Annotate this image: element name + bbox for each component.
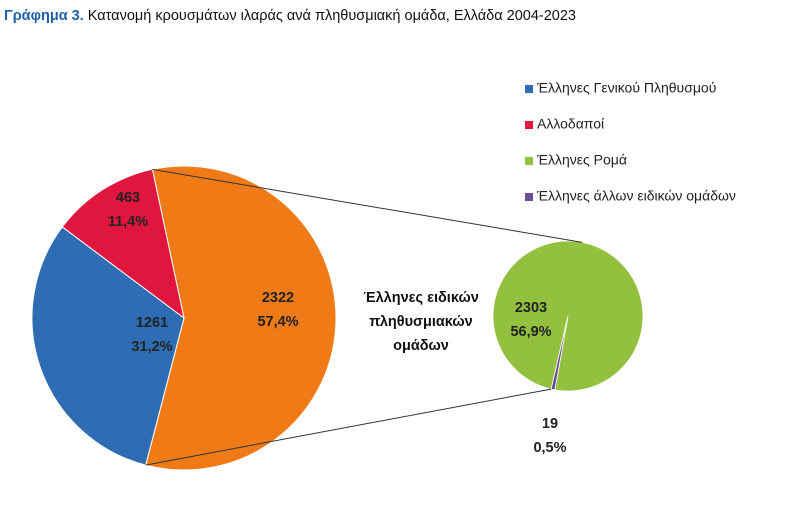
data-label: 2303: [515, 300, 547, 316]
title-prefix: Γράφημα 3.: [4, 8, 84, 24]
legend-swatch: [525, 85, 533, 93]
pie-slice: [31, 226, 185, 466]
legend-swatch: [525, 193, 533, 201]
data-label: 463: [116, 190, 140, 206]
legend-swatch: [525, 157, 533, 165]
pie-slice: [61, 168, 185, 320]
title-block: Γράφημα 3. Κατανομή κρουσμάτων ιλαράς αν…: [4, 8, 576, 24]
pie-slice: [145, 165, 337, 471]
percent-label: 57,4%: [257, 314, 298, 330]
data-label: 19: [542, 416, 558, 432]
percent-label: 56,9%: [510, 324, 551, 340]
connector-line: [152, 168, 583, 243]
percent-label: 31,2%: [131, 339, 172, 355]
legend-label: Έλληνες Ρομά: [536, 152, 627, 168]
chart-title: Κατανομή κρουσμάτων ιλαράς ανά πληθυσμια…: [87, 8, 576, 24]
percent-label: 0,5%: [533, 440, 566, 456]
percent-label: 11,4%: [108, 214, 148, 230]
legend-label: Αλλοδαποί: [537, 116, 604, 132]
legend-swatch: [525, 121, 533, 129]
legend-label: Έλληνες άλλων ειδικών ομάδων: [536, 188, 736, 204]
legend-label: Έλληνες Γενικού Πληθυσμού: [536, 80, 716, 96]
group-label: Έλληνες ειδικών πληθυσμιακών ομάδων: [363, 290, 479, 354]
connector-line: [145, 388, 552, 466]
data-label: 2322: [262, 290, 294, 306]
data-label: 1261: [136, 315, 168, 331]
sub-pie-slice: [550, 315, 569, 391]
